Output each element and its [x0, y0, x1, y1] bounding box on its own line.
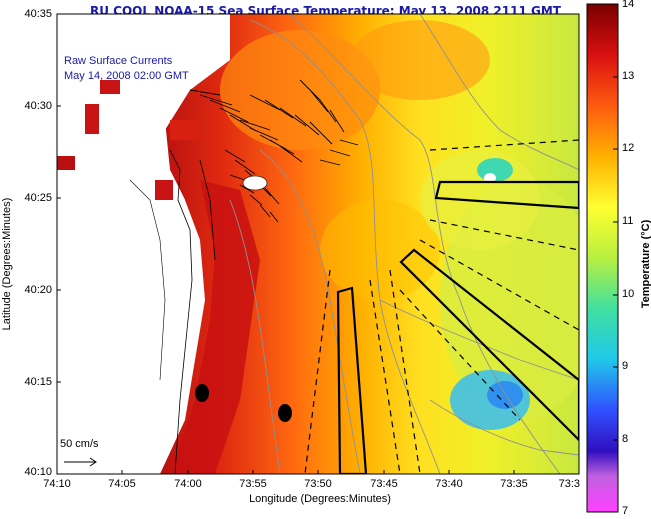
x-tick: 73:3 [558, 478, 580, 490]
y-tick: 40:20 [24, 284, 52, 296]
colorbar [586, 3, 619, 513]
transect-box-3 [434, 180, 579, 210]
colorbar-tick: 14 [622, 0, 635, 10]
transect-box-2 [399, 248, 579, 442]
y-tick: 40:10 [24, 466, 52, 478]
x-tick: 73:50 [304, 478, 332, 490]
colorbar-tick: 12 [622, 142, 635, 154]
station-dot [278, 404, 292, 422]
x-tick: 74:05 [108, 478, 136, 490]
transect-box-1 [336, 286, 368, 474]
x-tick: 73:45 [370, 478, 398, 490]
colorbar-tick: 9 [622, 360, 629, 372]
x-axis-title: Longitude (Degrees:Minutes) [249, 493, 391, 505]
station-dot [195, 384, 209, 402]
x-tick: 73:40 [435, 478, 463, 490]
x-tick: 73:55 [239, 478, 267, 490]
x-tick: 73:35 [500, 478, 528, 490]
legend-currents: Raw Surface Currents [64, 55, 173, 67]
y-axis-title: Latitude (Degrees:Minutes) [1, 197, 13, 331]
colorbar-tick: 10 [622, 288, 635, 300]
colorbar-tick: 7 [622, 505, 629, 517]
y-tick: 40:35 [24, 8, 52, 20]
colorbar-title: Temperature (°C) [640, 219, 651, 309]
y-tick: 40:30 [24, 100, 52, 112]
colorbar-tick: 11 [622, 215, 634, 227]
eddy-marker [242, 175, 268, 191]
scale-label: 50 cm/s [60, 438, 99, 450]
y-tick: 40:15 [24, 376, 52, 388]
colorbar-tick: 13 [622, 70, 635, 82]
colorbar-tick: 8 [622, 433, 629, 445]
y-tick: 40:25 [24, 192, 52, 204]
x-tick: 74:00 [174, 478, 202, 490]
scale-arrow [64, 457, 97, 467]
legend-currents-time: May 14, 2008 02:00 GMT [64, 70, 189, 82]
x-tick: 74:10 [43, 478, 71, 490]
